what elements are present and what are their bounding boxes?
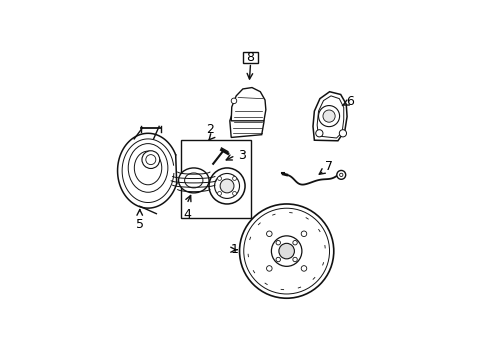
Circle shape	[318, 105, 339, 127]
Text: 1: 1	[230, 243, 238, 256]
Circle shape	[243, 208, 329, 294]
Bar	[181, 140, 250, 218]
Circle shape	[142, 151, 160, 168]
Bar	[243, 51, 258, 63]
Circle shape	[232, 176, 236, 180]
Circle shape	[266, 231, 271, 237]
Circle shape	[239, 204, 333, 298]
Text: 4: 4	[183, 208, 190, 221]
Text: 5: 5	[136, 218, 143, 231]
Circle shape	[217, 176, 221, 180]
Circle shape	[315, 130, 322, 137]
Circle shape	[217, 192, 221, 195]
Circle shape	[292, 257, 297, 262]
Polygon shape	[229, 103, 264, 138]
Text: 6: 6	[346, 95, 353, 108]
Circle shape	[232, 192, 236, 195]
Circle shape	[266, 266, 271, 271]
Circle shape	[301, 266, 306, 271]
Circle shape	[278, 243, 294, 259]
Circle shape	[322, 110, 334, 122]
Circle shape	[231, 98, 236, 104]
Text: 2: 2	[206, 123, 214, 136]
Circle shape	[214, 174, 239, 198]
Circle shape	[220, 179, 233, 193]
Circle shape	[292, 240, 297, 245]
Circle shape	[275, 240, 280, 245]
Circle shape	[301, 231, 306, 237]
Text: 7: 7	[325, 160, 333, 173]
Text: 8: 8	[246, 50, 254, 64]
Circle shape	[271, 236, 301, 266]
Circle shape	[339, 173, 342, 176]
Circle shape	[208, 168, 244, 204]
Circle shape	[336, 170, 345, 179]
Text: 3: 3	[238, 149, 245, 162]
Circle shape	[145, 155, 156, 165]
Polygon shape	[312, 92, 346, 141]
Circle shape	[339, 130, 346, 137]
Polygon shape	[231, 87, 265, 121]
Circle shape	[275, 257, 280, 262]
Ellipse shape	[178, 168, 208, 193]
